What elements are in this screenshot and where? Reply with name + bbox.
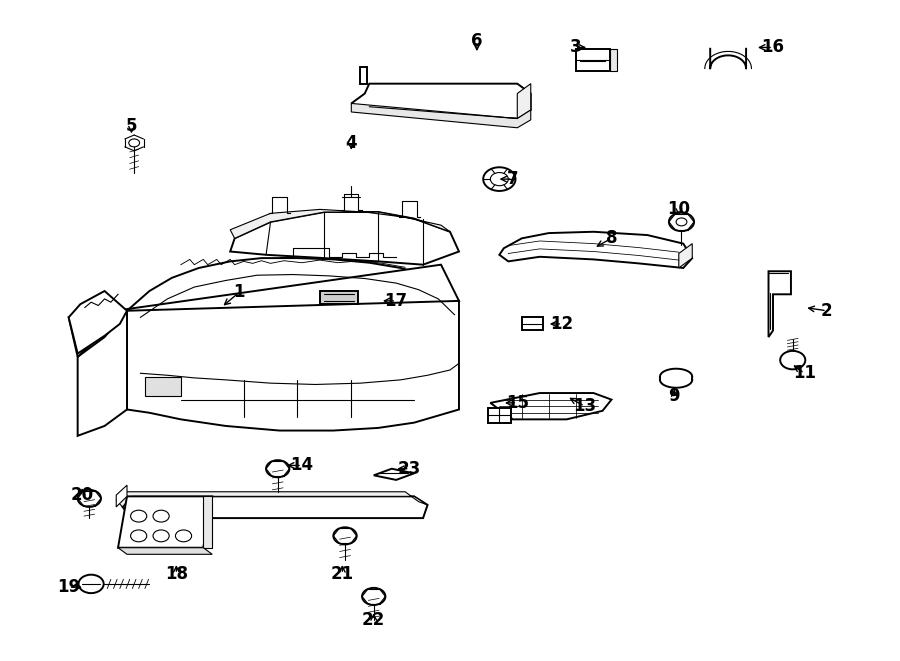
Text: 7: 7: [507, 170, 518, 188]
Text: 11: 11: [793, 364, 816, 382]
Text: 1: 1: [233, 284, 245, 301]
Circle shape: [77, 490, 101, 507]
Text: 13: 13: [573, 397, 596, 415]
Polygon shape: [230, 212, 459, 264]
Polygon shape: [679, 244, 692, 268]
Polygon shape: [351, 84, 531, 118]
Polygon shape: [769, 271, 791, 337]
Bar: [488, 408, 511, 422]
Text: 15: 15: [506, 394, 529, 412]
Polygon shape: [116, 492, 428, 507]
Text: 19: 19: [57, 578, 80, 596]
Text: 9: 9: [669, 387, 680, 405]
Circle shape: [130, 530, 147, 542]
Polygon shape: [360, 67, 367, 84]
Polygon shape: [77, 311, 127, 436]
Text: 10: 10: [667, 200, 690, 217]
Polygon shape: [320, 291, 358, 304]
Bar: [576, 50, 609, 71]
Circle shape: [153, 530, 169, 542]
Polygon shape: [491, 393, 611, 419]
Polygon shape: [68, 291, 127, 354]
Text: 21: 21: [331, 565, 354, 583]
Circle shape: [176, 530, 192, 542]
Polygon shape: [68, 264, 459, 357]
Circle shape: [669, 213, 694, 231]
Circle shape: [78, 574, 104, 593]
Text: 6: 6: [472, 32, 482, 50]
Circle shape: [676, 218, 687, 226]
Polygon shape: [374, 469, 414, 480]
Text: 12: 12: [551, 315, 573, 333]
Circle shape: [130, 510, 147, 522]
Circle shape: [491, 173, 508, 186]
Polygon shape: [118, 548, 212, 555]
Polygon shape: [122, 496, 428, 518]
Text: 20: 20: [70, 486, 94, 504]
Polygon shape: [127, 258, 459, 430]
Polygon shape: [500, 232, 692, 268]
Text: 5: 5: [126, 118, 137, 136]
Polygon shape: [609, 50, 617, 71]
Circle shape: [153, 510, 169, 522]
Text: 14: 14: [291, 457, 313, 475]
Circle shape: [780, 351, 806, 369]
Polygon shape: [116, 485, 127, 507]
Text: 23: 23: [398, 460, 421, 478]
Text: 18: 18: [165, 565, 188, 583]
Polygon shape: [518, 84, 531, 118]
Text: 17: 17: [384, 292, 408, 310]
Text: 8: 8: [606, 229, 617, 247]
Bar: [522, 317, 544, 330]
Circle shape: [333, 527, 356, 545]
Circle shape: [266, 460, 290, 477]
Circle shape: [362, 588, 385, 605]
Text: 2: 2: [821, 302, 833, 320]
Polygon shape: [351, 103, 531, 128]
Polygon shape: [118, 496, 212, 548]
Text: 3: 3: [570, 38, 581, 56]
Circle shape: [129, 139, 140, 147]
Text: 16: 16: [761, 38, 785, 56]
Text: 4: 4: [346, 134, 357, 152]
Polygon shape: [203, 496, 212, 548]
Text: 22: 22: [362, 611, 385, 629]
Polygon shape: [230, 210, 450, 239]
Circle shape: [483, 167, 516, 191]
Polygon shape: [145, 377, 181, 397]
